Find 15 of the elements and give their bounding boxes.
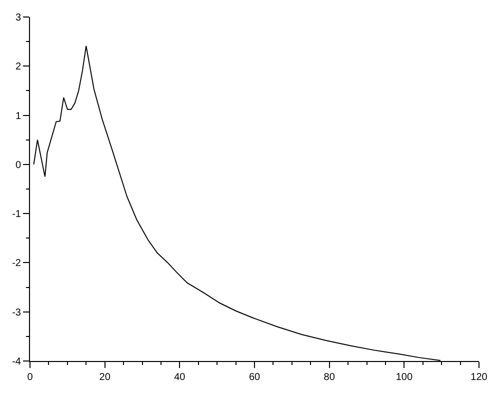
x-tick-label: 100	[396, 372, 413, 383]
x-tick-label: 0	[27, 372, 34, 383]
x-tick-label: 60	[248, 372, 260, 383]
y-tick-label: 2	[15, 62, 22, 73]
x-tick-label: 40	[174, 372, 186, 383]
y-tick-label: -2	[12, 258, 22, 270]
x-tick-label: 20	[99, 372, 111, 383]
y-tick-label: -1	[12, 209, 22, 220]
x-tick-label: 120	[470, 372, 488, 383]
y-tick-label: 0	[15, 160, 22, 171]
y-tick-label: 3	[15, 12, 22, 24]
y-tick-label: -3	[12, 307, 22, 318]
y-tick-label: 1	[15, 110, 22, 122]
y-tick-label: -4	[12, 356, 22, 368]
x-tick-label: 80	[324, 372, 336, 383]
